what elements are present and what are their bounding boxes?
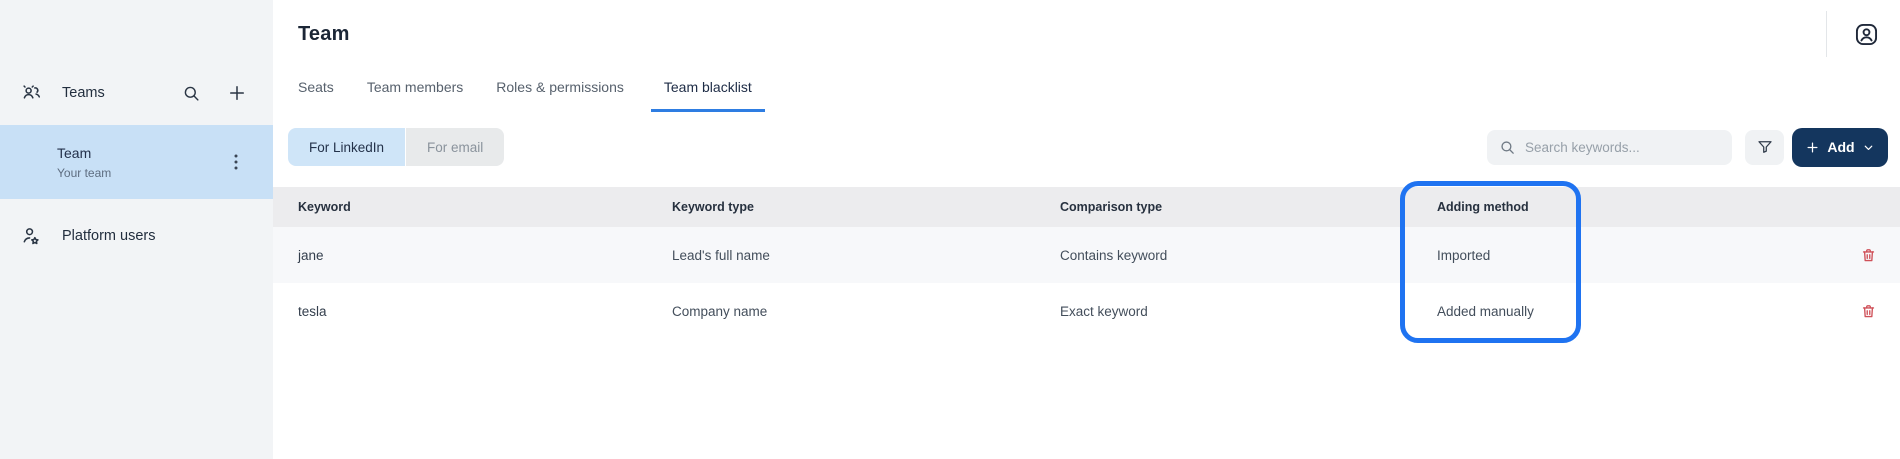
column-header-keyword-type: Keyword type [672,200,754,214]
team-item-kebab-icon[interactable] [229,153,243,171]
table-row: tesla Company name Exact keyword Added m… [273,283,1900,339]
sidebar-item-team-selected[interactable]: Team Your team [0,125,273,199]
sidebar: Teams Team Your team Pla [0,0,273,459]
toolbar: For LinkedIn For email Add [273,127,1900,167]
cell-adding-method: Added manually [1437,303,1534,319]
main-content: Team Seats Team members Roles & permissi… [273,0,1900,459]
cell-keyword: jane [298,247,324,263]
add-button[interactable]: Add [1792,127,1888,167]
filter-icon[interactable] [1745,129,1784,165]
search-icon [1499,139,1516,156]
search-keywords-input[interactable] [1525,139,1720,155]
delete-keyword-icon[interactable] [1860,247,1877,264]
team-item-subtitle: Your team [57,165,112,180]
table-header-row: Keyword Keyword type Comparison type Add… [273,187,1900,227]
platform-users-icon [20,225,43,248]
account-avatar-icon[interactable] [1853,21,1880,48]
add-button-label: Add [1827,139,1855,155]
team-item-title: Team [57,144,92,161]
tab-roles-permissions[interactable]: Roles & permissions [496,79,624,95]
search-keywords-box[interactable] [1487,129,1732,165]
plus-icon [1805,140,1820,155]
cell-keyword: tesla [298,303,327,319]
segment-for-email[interactable]: For email [406,128,505,166]
tab-team-blacklist[interactable]: Team blacklist [650,79,765,112]
tab-bar: Seats Team members Roles & permissions T… [273,62,1900,112]
cell-keyword-type: Lead's full name [672,247,770,263]
sidebar-teams-header: Teams [0,72,273,114]
teams-icon [20,82,43,105]
chevron-down-icon [1862,141,1875,154]
topbar: Team [273,0,1900,62]
platform-users-label: Platform users [62,228,156,244]
cell-comparison-type: Contains keyword [1060,247,1168,263]
delete-keyword-icon[interactable] [1860,303,1877,320]
sidebar-teams-label: Teams [62,85,105,101]
topbar-divider [1826,11,1827,57]
tab-seats[interactable]: Seats [298,79,334,95]
column-header-comparison-type: Comparison type [1060,200,1163,214]
column-header-keyword: Keyword [298,200,351,214]
blacklist-type-segments: For LinkedIn For email [288,128,505,166]
cell-keyword-type: Company name [672,303,768,319]
column-header-adding-method: Adding method [1437,200,1529,214]
table-row: jane Lead's full name Contains keyword I… [273,227,1900,283]
tab-team-members[interactable]: Team members [366,79,464,95]
sidebar-search-icon[interactable] [182,84,201,103]
cell-comparison-type: Exact keyword [1060,303,1148,319]
page-title: Team [298,22,350,45]
blacklist-table: Keyword Keyword type Comparison type Add… [273,187,1900,339]
add-team-icon[interactable] [227,83,247,103]
sidebar-item-platform-users[interactable]: Platform users [0,216,273,256]
segment-for-linkedin[interactable]: For LinkedIn [288,128,406,166]
cell-adding-method: Imported [1437,247,1491,263]
